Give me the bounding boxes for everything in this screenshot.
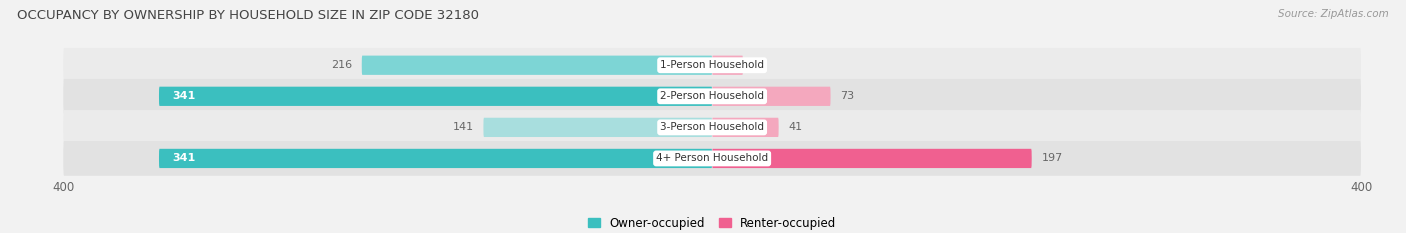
FancyBboxPatch shape xyxy=(159,149,713,168)
Text: Source: ZipAtlas.com: Source: ZipAtlas.com xyxy=(1278,9,1389,19)
FancyBboxPatch shape xyxy=(713,118,779,137)
Text: 3-Person Household: 3-Person Household xyxy=(661,122,763,132)
FancyBboxPatch shape xyxy=(361,56,713,75)
FancyBboxPatch shape xyxy=(713,149,1032,168)
FancyBboxPatch shape xyxy=(484,118,713,137)
Text: 73: 73 xyxy=(841,91,855,101)
Text: 41: 41 xyxy=(789,122,803,132)
Text: 141: 141 xyxy=(453,122,474,132)
FancyBboxPatch shape xyxy=(713,87,831,106)
FancyBboxPatch shape xyxy=(159,87,713,106)
FancyBboxPatch shape xyxy=(63,48,1361,82)
Text: 19: 19 xyxy=(752,60,766,70)
Text: 2-Person Household: 2-Person Household xyxy=(661,91,763,101)
FancyBboxPatch shape xyxy=(63,110,1361,145)
Text: 341: 341 xyxy=(172,154,195,163)
FancyBboxPatch shape xyxy=(63,79,1361,114)
Text: 216: 216 xyxy=(330,60,352,70)
Text: 4+ Person Household: 4+ Person Household xyxy=(657,154,768,163)
Text: OCCUPANCY BY OWNERSHIP BY HOUSEHOLD SIZE IN ZIP CODE 32180: OCCUPANCY BY OWNERSHIP BY HOUSEHOLD SIZE… xyxy=(17,9,479,22)
FancyBboxPatch shape xyxy=(63,141,1361,176)
Text: 1-Person Household: 1-Person Household xyxy=(661,60,763,70)
Legend: Owner-occupied, Renter-occupied: Owner-occupied, Renter-occupied xyxy=(588,217,837,230)
Text: 341: 341 xyxy=(172,91,195,101)
FancyBboxPatch shape xyxy=(713,56,742,75)
Text: 197: 197 xyxy=(1042,154,1063,163)
